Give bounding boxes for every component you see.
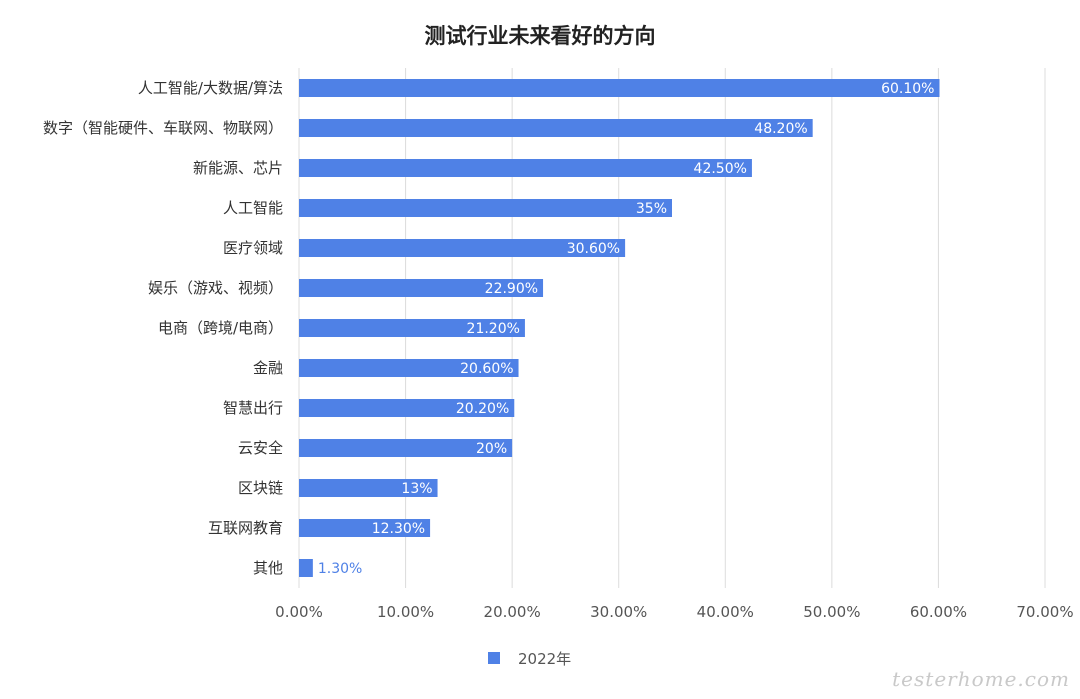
category-label: 人工智能/大数据/算法: [138, 79, 283, 97]
bar: [299, 439, 513, 457]
data-label: 13%: [401, 481, 432, 497]
x-axis-ticks: 0.00% 10.00% 20.00% 30.00% 40.00% 50.00% 60.00…: [275, 603, 1073, 621]
bar: [299, 519, 431, 537]
x-tick-label: 0.00%: [275, 603, 323, 621]
category-label: 娱乐（游戏、视频）: [148, 279, 283, 297]
bars: 60.10% 48.20% 42.50% 35% 30.60% 22.90% 21.20% 2…: [299, 79, 940, 577]
bar: [299, 359, 519, 377]
data-label: 20.60%: [460, 361, 513, 377]
data-label: 21.20%: [467, 321, 520, 337]
category-label: 新能源、芯片: [193, 159, 283, 177]
data-label: 12.30%: [372, 521, 425, 537]
category-label: 区块链: [238, 479, 283, 497]
data-label: 20.20%: [456, 401, 509, 417]
x-tick-label: 30.00%: [590, 603, 647, 621]
data-label: 22.90%: [485, 281, 538, 297]
bar: [299, 319, 525, 337]
bar: [299, 79, 940, 97]
data-label: 30.60%: [567, 241, 620, 257]
data-label: 35%: [636, 201, 667, 217]
data-label: 1.30%: [318, 561, 362, 577]
x-tick-label: 50.00%: [803, 603, 860, 621]
x-tick-label: 70.00%: [1016, 603, 1073, 621]
category-label: 数字（智能硬件、车联网、物联网）: [43, 119, 283, 137]
legend: 2022年: [488, 648, 571, 668]
x-tick-label: 20.00%: [484, 603, 541, 621]
category-label: 电商（跨境/电商）: [158, 319, 283, 337]
x-tick-label: 10.00%: [377, 603, 434, 621]
watermark: testerhome.com: [892, 667, 1070, 691]
legend-label: 2022年: [518, 649, 572, 668]
bar: [299, 559, 313, 577]
x-tick-label: 40.00%: [697, 603, 754, 621]
bar: [299, 399, 515, 417]
data-label: 20%: [476, 441, 507, 457]
chart-title: 测试行业未来看好的方向: [424, 24, 656, 48]
category-label: 金融: [253, 359, 283, 377]
bar: [299, 159, 752, 177]
category-label: 其他: [253, 559, 283, 577]
data-label: 48.20%: [754, 121, 807, 137]
bar: [299, 119, 813, 137]
x-tick-label: 60.00%: [910, 603, 967, 621]
bar: [299, 199, 672, 217]
data-label: 60.10%: [881, 81, 934, 97]
category-label: 互联网教育: [208, 519, 283, 537]
data-label: 42.50%: [694, 161, 747, 177]
category-label: 人工智能: [223, 199, 283, 217]
legend-swatch: [488, 652, 500, 664]
bar: [299, 239, 626, 257]
bar: [299, 479, 438, 497]
category-label: 云安全: [238, 439, 283, 457]
category-label: 智慧出行: [223, 399, 283, 417]
category-label: 医疗领域: [223, 239, 283, 257]
bar: [299, 279, 544, 297]
